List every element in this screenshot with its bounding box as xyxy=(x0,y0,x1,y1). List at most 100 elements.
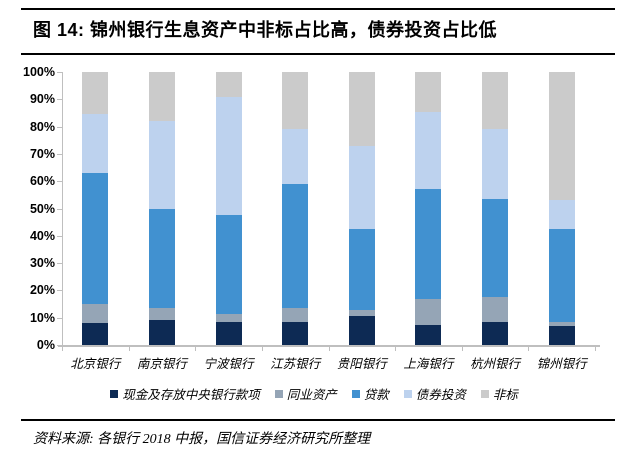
y-tick-mark xyxy=(57,153,62,155)
category-label: 杭州银行 xyxy=(470,357,521,371)
bar-slot xyxy=(462,72,529,345)
bar-segment xyxy=(82,304,109,324)
category-label: 南京银行 xyxy=(136,357,187,371)
legend-swatch-icon xyxy=(274,389,283,398)
bar-segment xyxy=(482,129,509,199)
y-tick-mark xyxy=(57,317,62,319)
bar-segment xyxy=(415,298,442,325)
y-tick-label: 80% xyxy=(29,119,55,134)
x-tick-mark xyxy=(261,347,263,351)
y-tick-mark xyxy=(57,208,62,210)
bar-segment xyxy=(215,313,242,322)
bar-segment xyxy=(415,324,442,345)
legend-label: 非标 xyxy=(492,388,518,402)
x-tick-mark xyxy=(395,347,397,351)
bar-segment xyxy=(282,129,309,184)
bar-segment xyxy=(348,145,375,229)
bar-slot xyxy=(129,72,196,345)
bar-segment xyxy=(548,228,575,322)
y-tick-mark xyxy=(57,72,62,73)
stacked-bar-宁波银行 xyxy=(215,72,242,345)
bar-segment xyxy=(548,321,575,326)
plot-area xyxy=(62,72,595,345)
y-tick-mark xyxy=(57,126,62,128)
bar-segment xyxy=(415,72,442,112)
legend-item: 贷款 xyxy=(351,384,389,403)
y-tick-label: 40% xyxy=(29,228,55,243)
x-tick-mark xyxy=(595,347,596,351)
stacked-bar-南京银行 xyxy=(148,72,175,345)
legend-swatch-icon xyxy=(480,389,489,398)
bar-segment xyxy=(282,308,309,322)
y-tick-label: 10% xyxy=(29,310,55,325)
bar-segment xyxy=(148,308,175,321)
x-tick-mark xyxy=(62,347,63,351)
legend-swatch-icon xyxy=(110,389,119,398)
bar-segment xyxy=(215,215,242,314)
bar-segment xyxy=(548,72,575,201)
y-tick-label: 0% xyxy=(36,338,55,352)
bar-segment xyxy=(348,229,375,310)
chart-legend: 现金及存放中央银行款项 同业资产 贷款 债券投资 非标 xyxy=(0,384,628,403)
x-tick-mark xyxy=(461,347,463,351)
title-divider-rule xyxy=(21,53,615,55)
legend-swatch-icon xyxy=(351,389,360,398)
bar-segment xyxy=(282,183,309,309)
legend-label: 债券投资 xyxy=(415,388,466,402)
bar-slot xyxy=(62,72,129,345)
source-note: 资料来源: 各银行 2018 中报，国信证券经济研究所整理 xyxy=(33,432,371,447)
category-label: 江苏银行 xyxy=(270,357,321,371)
legend-swatch-icon xyxy=(403,389,412,398)
stacked-bar-杭州银行 xyxy=(482,72,509,345)
bar-segment xyxy=(282,72,309,130)
source-divider-rule xyxy=(21,419,615,421)
figure-title: 图 14: 锦州银行生息资产中非标占比高，债券投资占比低 xyxy=(33,20,498,40)
category-label: 北京银行 xyxy=(70,357,121,371)
stacked-bar-贵阳银行 xyxy=(348,72,375,345)
legend-item: 现金及存放中央银行款项 xyxy=(110,384,260,403)
y-tick-mark xyxy=(57,290,62,292)
y-tick-label: 50% xyxy=(29,201,55,216)
bar-segment xyxy=(215,96,242,216)
bar-segment xyxy=(415,111,442,190)
x-tick-mark xyxy=(195,347,197,351)
bar-segment xyxy=(282,321,309,345)
stacked-bar-江苏银行 xyxy=(282,72,309,345)
bar-slot xyxy=(395,72,462,345)
bar-slot xyxy=(329,72,396,345)
y-tick-mark xyxy=(57,99,62,101)
y-tick-label: 60% xyxy=(29,174,55,189)
bar-segment xyxy=(482,198,509,298)
bar-segment xyxy=(415,189,442,299)
category-label: 上海银行 xyxy=(403,357,454,371)
y-tick-label: 20% xyxy=(29,283,55,298)
category-label: 贵阳银行 xyxy=(336,357,387,371)
bar-segment xyxy=(148,72,175,122)
bar-segment xyxy=(82,323,109,345)
y-tick-label: 70% xyxy=(29,146,55,161)
bar-segment xyxy=(215,321,242,345)
legend-label: 贷款 xyxy=(363,388,389,402)
stacked-bar-锦州银行 xyxy=(548,72,575,345)
y-tick-mark xyxy=(57,235,62,237)
stacked-bar-上海银行 xyxy=(415,72,442,345)
bar-segment xyxy=(482,72,509,130)
bar-segment xyxy=(482,297,509,322)
bar-segment xyxy=(82,173,109,305)
x-axis-line xyxy=(58,345,600,347)
y-tick-label: 100% xyxy=(23,65,55,79)
x-tick-mark xyxy=(128,347,130,351)
bar-segment xyxy=(148,320,175,345)
x-axis-labels: 北京银行 南京银行 宁波银行 江苏银行 贵阳银行 上海银行 杭州银行 锦州银行 xyxy=(62,353,595,372)
y-axis-line xyxy=(62,72,63,346)
legend-item: 同业资产 xyxy=(274,384,337,403)
x-tick-mark xyxy=(328,347,330,351)
bar-slot xyxy=(262,72,329,345)
bar-segment xyxy=(482,321,509,345)
legend-item: 债券投资 xyxy=(403,384,466,403)
top-rule xyxy=(21,8,615,10)
bar-segment xyxy=(348,72,375,146)
bar-segment xyxy=(548,200,575,229)
y-tick-label: 30% xyxy=(29,256,55,271)
bar-segment xyxy=(348,309,375,317)
